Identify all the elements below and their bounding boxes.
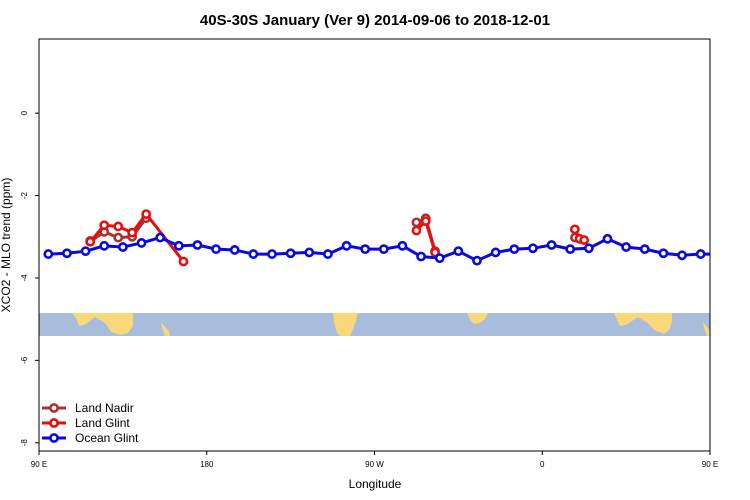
y-tick-label-3: -6: [20, 356, 29, 364]
point-ocean-glint-0-21: [434, 253, 445, 264]
x-tick-label-3: 0: [540, 460, 545, 469]
point-ocean-glint-0-2: [80, 246, 91, 257]
point-ocean-glint-0-29: [583, 243, 594, 254]
series-land-glint: [85, 209, 590, 267]
point-ocean-glint-0-28: [565, 244, 576, 255]
point-ocean-glint-0-27: [546, 240, 557, 250]
point-ocean-glint-0-17: [360, 244, 371, 255]
point-ocean-glint-0-1: [62, 248, 72, 259]
y-tick-label-1: -2: [20, 191, 29, 199]
point-land-glint-0-0: [85, 236, 96, 247]
point-land-glint-2-0: [569, 224, 580, 235]
map-band: [39, 313, 710, 336]
map-ocean: [39, 313, 710, 336]
point-land-glint-0-1: [99, 220, 110, 231]
point-ocean-glint-0-9: [211, 244, 221, 255]
point-ocean-glint-0-19: [397, 240, 408, 251]
x-tick-label-4: 90 E: [702, 460, 718, 469]
map-land-south-america: [333, 313, 358, 336]
point-ocean-glint-0-14: [304, 247, 315, 258]
legend-marker-land-nadir: [49, 403, 59, 413]
point-ocean-glint-0-13: [285, 248, 296, 259]
point-ocean-glint-0-4: [117, 242, 128, 252]
x-tick-label-2: 90 W: [365, 460, 384, 469]
x-tick-label-0: 90 E: [31, 460, 47, 469]
point-ocean-glint-0-36: [716, 250, 723, 257]
point-ocean-glint-0-11: [248, 249, 259, 259]
point-ocean-glint-0-32: [639, 244, 650, 255]
point-ocean-glint-0-18: [378, 244, 389, 255]
point-ocean-glint-0-30: [602, 233, 613, 244]
point-land-glint-2-2: [579, 235, 590, 245]
point-land-glint-1-1: [420, 216, 431, 227]
point-ocean-glint-0-33: [658, 248, 669, 259]
point-ocean-glint-0-22: [453, 246, 464, 257]
y-tick-label-2: -4: [20, 274, 29, 282]
map-land-australia-2: [614, 313, 672, 334]
y-axis-label: XCO2 - MLO trend (ppm): [0, 178, 13, 313]
map-land-new-zealand: [161, 322, 170, 336]
series-ocean-glint: [43, 232, 741, 266]
point-ocean-glint-0-7: [173, 240, 184, 251]
legend-marker-land-glint: [49, 418, 59, 428]
point-land-nadir-0-3: [113, 232, 124, 243]
y-tick-label-4: -8: [20, 439, 29, 447]
point-ocean-glint-0-12: [267, 249, 277, 259]
point-ocean-glint-0-16: [341, 240, 352, 251]
map-land-australia: [72, 313, 133, 335]
x-tick-label-1: 180: [200, 460, 214, 469]
point-land-glint-0-4: [141, 209, 152, 219]
point-ocean-glint-0-0: [43, 249, 54, 259]
plot-frame: [38, 38, 711, 452]
point-land-glint-0-2: [113, 221, 124, 232]
point-ocean-glint-0-24: [490, 247, 501, 258]
series-layer: [43, 209, 741, 267]
legend-label-land-glint: Land Glint: [75, 416, 130, 430]
point-land-nadir-1-0: [411, 217, 422, 228]
point-ocean-glint-0-34: [677, 250, 687, 261]
point-ocean-glint-0-8: [192, 240, 203, 250]
legend-label-land-nadir: Land Nadir: [75, 401, 134, 415]
x-axis-label: Longitude: [349, 477, 402, 491]
point-ocean-glint-0-6: [155, 232, 166, 243]
legend-marker-ocean-glint: [49, 433, 59, 443]
point-ocean-glint-0-10: [229, 245, 240, 255]
point-ocean-glint-0-25: [509, 244, 520, 255]
point-ocean-glint-0-37: [734, 250, 741, 257]
map-land-africa: [467, 313, 488, 324]
chart-title: 40S-30S January (Ver 9) 2014-09-06 to 20…: [200, 12, 550, 29]
y-axis: 0 -2 -4 -6 -8: [20, 110, 39, 446]
point-ocean-glint-0-15: [323, 249, 333, 259]
point-land-glint-1-0: [411, 225, 422, 236]
point-ocean-glint-0-20: [416, 251, 426, 262]
point-ocean-glint-0-3: [99, 240, 110, 251]
legend-label-ocean-glint: Ocean Glint: [75, 431, 139, 445]
point-ocean-glint-0-35: [695, 249, 706, 259]
x-axis: 90 E 180 90 W 0 90 E: [31, 451, 718, 469]
y-tick-label-0: 0: [20, 110, 29, 115]
point-land-glint-0-3: [127, 227, 138, 238]
point-ocean-glint-0-5: [136, 238, 147, 248]
point-ocean-glint-0-23: [472, 255, 482, 266]
point-land-glint-0-5: [178, 256, 189, 267]
point-ocean-glint-0-26: [528, 243, 538, 254]
point-ocean-glint-0-31: [621, 242, 632, 252]
map-land-new-zealand-2: [703, 322, 710, 336]
